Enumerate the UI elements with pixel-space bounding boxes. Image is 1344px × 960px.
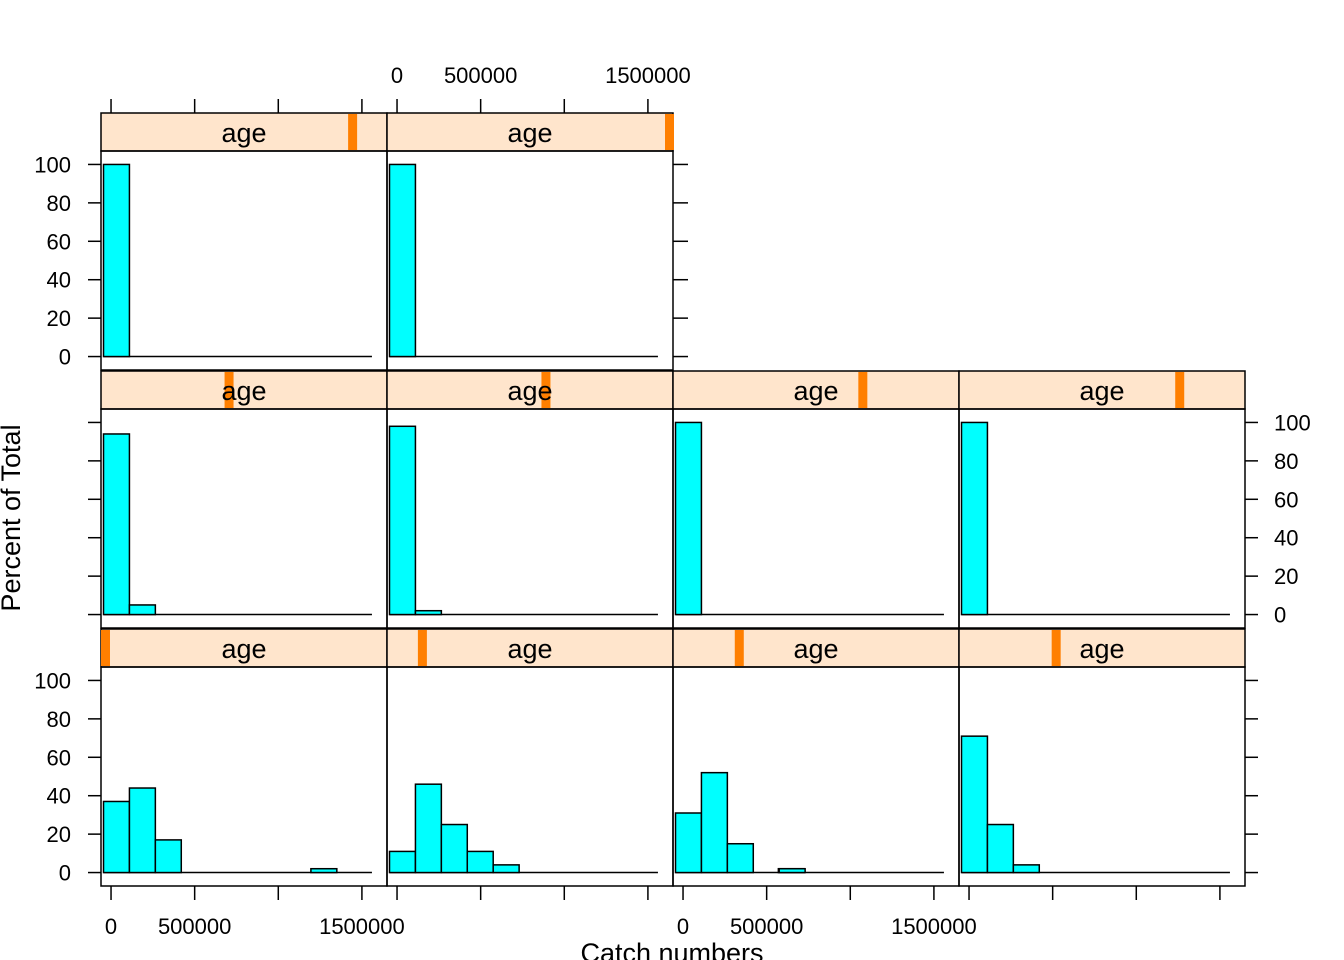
panel-frame [672,408,960,629]
strip-background [958,628,1246,668]
y-tick-label: 0 [1274,603,1286,628]
y-tick-label: 20 [47,306,71,331]
y-tick-label: 80 [47,191,71,216]
histogram-bar [674,421,703,616]
strip-level-indicator [101,630,110,666]
histogram-bar [102,800,131,874]
strip-level-indicator [1051,630,1061,666]
histogram-bar [778,867,806,874]
x-tick-label: 1500000 [319,914,405,939]
histogram-bar [388,163,417,358]
histogram-bar [1012,864,1041,874]
histogram-bar [492,864,520,874]
strip-label: age [793,376,838,406]
y-tick-label: 20 [1274,564,1298,589]
panel-frame [100,150,388,371]
y-tick-label: 0 [59,861,71,886]
histogram-bar [700,771,729,874]
x-tick-label: 1500000 [605,63,691,88]
x-tick-label: 500000 [730,914,803,939]
histogram-bar [440,823,469,874]
histogram-bar [986,823,1015,874]
x-tick-label: 0 [391,63,403,88]
strip-label: age [221,118,266,148]
strip-background [386,370,674,410]
histogram-bar [128,787,157,874]
strip-level-indicator [1175,372,1185,408]
y-tick-label: 100 [34,152,71,177]
panel-frame [958,408,1246,629]
strip-label: age [507,118,552,148]
histogram-bar [102,433,131,616]
histogram-bar [960,421,989,616]
y-tick-label: 100 [34,668,71,693]
strip-label: age [507,634,552,664]
y-tick-label: 60 [47,229,71,254]
x-tick-label: 0 [105,914,117,939]
y-tick-label: 40 [47,268,71,293]
strip-label: age [221,376,266,406]
y-tick-label: 60 [1274,487,1298,512]
y-tick-label: 80 [1274,449,1298,474]
strip-background [672,628,960,668]
strip-background [672,370,960,410]
histogram-bar [414,609,443,616]
histogram-bar [388,425,417,616]
histogram-bar [414,783,443,874]
y-tick-label: 40 [1274,526,1298,551]
y-tick-label: 100 [1274,410,1311,435]
strip-label: age [1079,376,1124,406]
x-tick-label: 1500000 [891,914,977,939]
histogram-bar [466,850,494,874]
x-axis-title: Catch numbers [580,938,763,960]
y-tick-label: 40 [47,784,71,809]
strip-label: age [507,376,552,406]
strip-level-indicator [541,372,551,408]
y-tick-label: 0 [59,345,71,370]
y-tick-label: 60 [47,745,71,770]
strip-level-indicator [417,630,427,666]
strip-level-indicator [734,630,744,666]
histogram-bar [102,163,131,358]
strip-background [100,628,388,668]
panel-frame [958,666,1246,887]
histogram-bar [388,850,417,874]
x-tick-label: 0 [677,914,689,939]
panel-frame [386,408,674,629]
histogram-bar [128,604,157,616]
strip-label: age [793,634,838,664]
x-tick-label: 500000 [444,63,517,88]
strip-background [958,370,1246,410]
y-tick-label: 80 [47,707,71,732]
x-tick-label: 500000 [158,914,231,939]
panel-frame [386,150,674,371]
strip-level-indicator [348,114,358,150]
strip-background [100,370,388,410]
strip-level-indicator [224,372,234,408]
strip-label: age [221,634,266,664]
histogram-bar [310,867,338,874]
strip-level-indicator [858,372,868,408]
panel-frame [100,408,388,629]
panels-layer: age age age age age age age age age age 0 20 40 60 80 1… [34,63,1310,939]
histogram-bar [960,735,989,874]
y-tick-label: 20 [47,822,71,847]
histogram-bar [726,842,755,874]
strip-label: age [1079,634,1124,664]
histogram-bar [674,812,703,874]
histogram-bar [154,839,183,874]
strip-background [100,112,388,152]
strip-level-indicator [665,114,674,150]
y-axis-title: Percent of Total [0,424,26,611]
